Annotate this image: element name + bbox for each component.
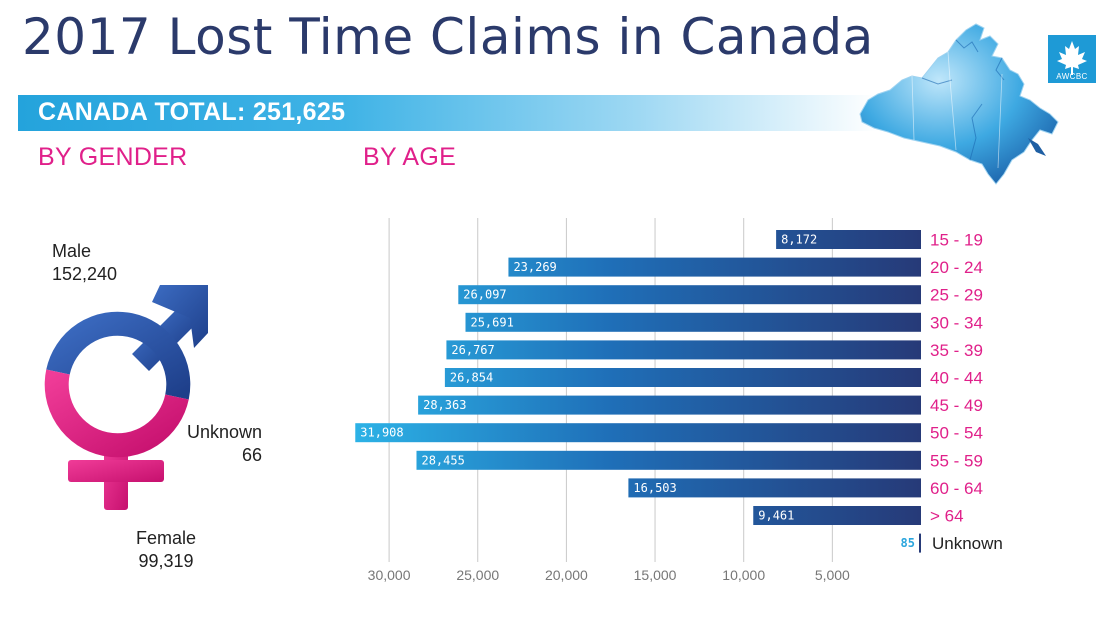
female-value: 99,319 <box>138 551 194 571</box>
age-category-label: 50 - 54 <box>930 424 983 443</box>
bar-50-54 <box>355 423 922 443</box>
female-label: Female <box>135 528 197 548</box>
bar-value-label: 8,172 <box>781 233 817 247</box>
bar-value-label: 28,363 <box>423 398 466 412</box>
unknown-gender-label: Unknown <box>186 422 262 442</box>
bar-value-label: 26,097 <box>463 288 506 302</box>
bar-value-label: 16,503 <box>633 481 676 495</box>
bar-35-39 <box>446 340 921 360</box>
male-group: Male 152,240 <box>52 240 117 286</box>
bar-unknown <box>919 533 921 553</box>
x-tick-label: 30,000 <box>368 567 411 583</box>
bar-value-label: 26,854 <box>450 371 493 385</box>
bar-value-label: 31,908 <box>360 426 403 440</box>
age-category-label: > 64 <box>930 507 964 526</box>
bar-25-29 <box>458 285 921 305</box>
by-gender-heading: BY GENDER <box>38 143 188 171</box>
bar-value-label: 25,691 <box>470 315 513 329</box>
bar-30-34 <box>465 312 921 332</box>
bar-55-59 <box>416 450 921 470</box>
bar-value-label: 23,269 <box>513 260 556 274</box>
male-value: 152,240 <box>52 264 118 284</box>
unknown-age-value: 85 <box>901 536 915 550</box>
total-banner <box>18 95 878 131</box>
unknown-gender-group: Unknown 66 <box>176 421 262 467</box>
unknown-age-label: Unknown <box>932 534 1003 553</box>
gender-symbol-icon <box>44 285 208 510</box>
male-label: Male <box>52 241 92 261</box>
logo-text: AWCBC <box>1056 72 1088 81</box>
bar-value-label: 9,461 <box>758 509 794 523</box>
x-tick-label: 5,000 <box>815 567 850 583</box>
bar-value-label: 26,767 <box>451 343 494 357</box>
age-category-label: 60 - 64 <box>930 479 983 498</box>
canada-map-icon <box>859 23 1059 185</box>
age-category-label: 55 - 59 <box>930 451 983 470</box>
bar->64 <box>753 506 921 525</box>
bar-15-19 <box>776 230 921 249</box>
bar-60-64 <box>628 478 921 498</box>
x-tick-label: 15,000 <box>634 567 677 583</box>
bar-40-44 <box>444 368 921 387</box>
canada-total: CANADA TOTAL: 251,625 <box>38 98 346 126</box>
bar-45-49 <box>418 395 921 415</box>
maple-leaf-icon <box>1057 41 1087 75</box>
age-category-label: 40 - 44 <box>930 369 983 388</box>
awcbc-logo: AWCBC <box>1048 35 1096 83</box>
female-group: Female 99,319 <box>133 527 199 573</box>
page-title: 2017 Lost Time Claims in Canada <box>22 8 874 66</box>
bar-20-24 <box>508 257 921 277</box>
age-category-label: 15 - 19 <box>930 231 983 250</box>
age-category-label: 30 - 34 <box>930 313 983 332</box>
x-tick-label: 20,000 <box>545 567 588 583</box>
age-category-label: 45 - 49 <box>930 396 983 415</box>
age-category-label: 25 - 29 <box>930 286 983 305</box>
unknown-gender-value: 66 <box>241 445 262 465</box>
x-tick-label: 25,000 <box>456 567 499 583</box>
age-category-label: 20 - 24 <box>930 258 983 277</box>
bar-value-label: 28,455 <box>421 453 464 467</box>
age-category-label: 35 - 39 <box>930 341 983 360</box>
by-age-heading: BY AGE <box>363 143 457 171</box>
x-tick-label: 10,000 <box>722 567 765 583</box>
